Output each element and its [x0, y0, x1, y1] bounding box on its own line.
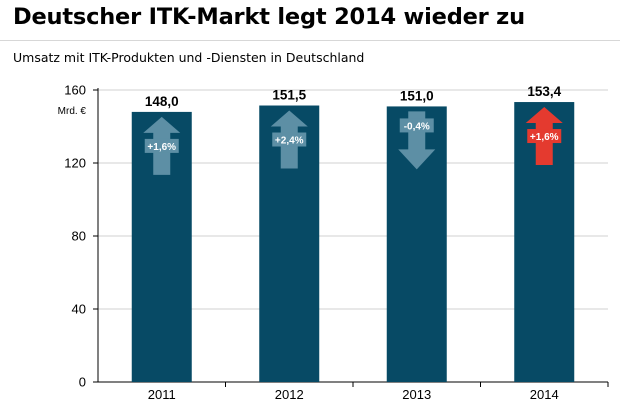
chart-title: Deutscher ITK-Markt legt 2014 wieder zu — [13, 4, 525, 30]
y-axis-unit-label: Mrd. € — [58, 106, 87, 117]
value-label: 151,0 — [400, 88, 434, 103]
change-badge — [399, 118, 434, 133]
arrow-down-icon — [398, 111, 436, 170]
y-tick-label: 160 — [64, 83, 86, 98]
change-badge — [144, 138, 179, 153]
change-label: -0,4% — [404, 121, 430, 132]
x-tick-label: 2013 — [402, 387, 431, 402]
value-label: 148,0 — [145, 94, 179, 109]
y-tick-label: 0 — [79, 375, 86, 390]
y-tick-label: 40 — [72, 302, 86, 317]
title-divider — [0, 40, 620, 41]
chart-subtitle: Umsatz mit ITK-Produkten und -Diensten i… — [13, 50, 365, 65]
value-label: 151,5 — [272, 88, 306, 103]
x-tick-label: 2014 — [530, 387, 559, 402]
labels: 0 40 80 120 160 2011 148,0 +1,6% 2012 151,5 +2,4% 2… — [64, 83, 561, 403]
bars — [131, 102, 575, 383]
y-tick-label: 120 — [64, 156, 86, 171]
x-tick-label: 2012 — [275, 387, 304, 402]
x-tick-label: 2011 — [148, 387, 176, 402]
change-badge — [272, 132, 307, 147]
y-tick-label: 80 — [72, 229, 86, 244]
value-label: 153,4 — [527, 84, 561, 99]
change-badge — [527, 129, 562, 144]
change-label: +2,4% — [275, 136, 304, 147]
change-label: +1,6% — [147, 142, 176, 153]
change-label: +1,6% — [530, 132, 559, 143]
